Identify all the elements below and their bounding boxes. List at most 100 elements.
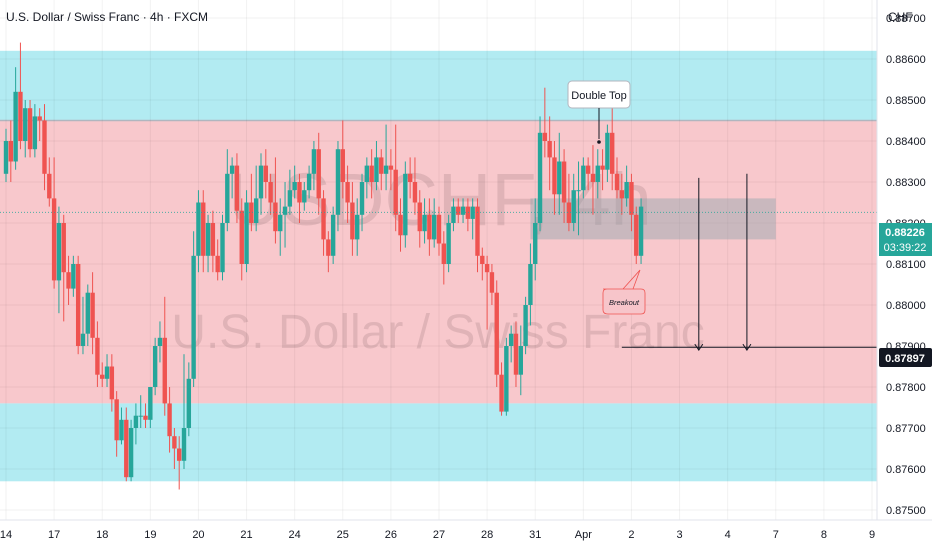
candle-down (388, 165, 394, 170)
candle-down (566, 202, 572, 223)
target-arrow-head (742, 343, 752, 352)
candle-up (186, 378, 192, 428)
price-tick-label: 0.87600 (886, 464, 926, 476)
candle-down (177, 448, 182, 461)
candle-up (181, 428, 187, 461)
time-axis[interactable]: 14 17 18 19 20 21 24 25 26 27 28 31 Apr 2 3 4 7 8 9 (0, 529, 875, 541)
breakout-bubble (602, 269, 646, 315)
candle-down (109, 366, 115, 400)
candle-down (513, 333, 519, 375)
candle-down (210, 223, 216, 256)
candle-down (441, 243, 447, 264)
candle-down (316, 149, 321, 199)
time-tick-label: 9 (869, 529, 875, 541)
candle-up (330, 214, 336, 256)
candle-up (32, 116, 38, 150)
candle-down (326, 239, 331, 256)
candle-up (258, 165, 264, 199)
candle-up (470, 206, 475, 219)
candle-up (104, 366, 110, 379)
candle-down (249, 202, 254, 223)
candle-down (547, 141, 552, 158)
candle-down (8, 141, 14, 162)
candle-down (634, 214, 639, 256)
target-price-tag-bg (879, 348, 932, 367)
price-tick-label: 0.88300 (886, 177, 926, 189)
price-axis[interactable]: 0.88700 0.88600 0.88500 0.88400 0.88300 0.882… (886, 13, 926, 517)
time-tick-label: 19 (144, 529, 156, 541)
candle-up (244, 202, 249, 264)
time-tick-label: 2 (628, 529, 634, 541)
breakout-callout[interactable]: Breakout (602, 269, 646, 315)
candle-down (393, 169, 398, 215)
candle-down (27, 108, 33, 150)
double-top-dot (597, 140, 601, 144)
time-tick-label: 21 (240, 529, 252, 541)
candle-down (412, 182, 418, 203)
candle-down (552, 157, 557, 195)
candle-down (42, 120, 47, 174)
candle-down (629, 182, 634, 215)
candle-up (80, 333, 86, 346)
candle-down (273, 202, 278, 232)
target-price-tag[interactable]: 0.87897 (879, 348, 932, 367)
candle-up (446, 223, 451, 264)
candle-down (484, 264, 490, 273)
candle-up (128, 428, 134, 478)
candle-up (557, 161, 562, 195)
currency-label[interactable]: CHF (888, 10, 913, 24)
candle-up (523, 305, 528, 346)
time-tick-label: 7 (773, 529, 779, 541)
symbol-title[interactable]: U.S. Dollar / Swiss Franc · 4h · FXCM (6, 10, 209, 24)
candle-down (37, 116, 42, 121)
candle-down (585, 165, 591, 174)
candle-down (610, 132, 615, 174)
zones-layer (0, 50, 877, 482)
candle-down (51, 198, 57, 281)
candle-up (537, 132, 543, 223)
candle-up (225, 173, 230, 223)
breakout-label: Breakout (609, 298, 640, 307)
candle-down (456, 206, 461, 215)
last-price-tag-bg (879, 223, 932, 256)
candle-up (383, 165, 389, 174)
candle-down (369, 165, 374, 182)
candle-up (403, 173, 408, 236)
candle-up (311, 149, 317, 174)
candle-up (518, 346, 523, 375)
candle-down (239, 210, 244, 264)
time-tick-label: 4 (725, 529, 731, 541)
candle-down (465, 206, 471, 219)
candle-up (306, 173, 312, 191)
candle-down (499, 374, 504, 412)
candle-up (56, 223, 62, 281)
time-tick-label: 20 (192, 529, 204, 541)
candle-up (576, 190, 581, 192)
time-tick-label: 18 (96, 529, 108, 541)
candle-down (124, 419, 129, 478)
price-tick-label: 0.88600 (886, 54, 926, 66)
candle-down (162, 337, 167, 404)
candle-down (427, 214, 432, 240)
candle-down (542, 132, 548, 141)
candles-layer (3, 42, 776, 490)
time-tick-label: 14 (0, 529, 12, 541)
last-price-tag[interactable]: 0.88226 03:39:22 (879, 223, 932, 256)
candle-up (335, 149, 341, 215)
overlays-layer (0, 173, 877, 352)
candle-up (229, 165, 235, 174)
candle-up (148, 387, 153, 420)
time-tick-label: 26 (385, 529, 397, 541)
price-tick-label: 0.88000 (886, 300, 926, 312)
price-tick-label: 0.88400 (886, 136, 926, 148)
time-tick-label: 24 (289, 529, 301, 541)
candle-down (494, 292, 499, 375)
candle-up (460, 206, 466, 215)
candle-up (191, 255, 196, 379)
price-tick-label: 0.87700 (886, 423, 926, 435)
candle-down (172, 436, 177, 449)
double-top-callout[interactable]: Double Top (567, 80, 631, 144)
candle-down (340, 149, 345, 182)
